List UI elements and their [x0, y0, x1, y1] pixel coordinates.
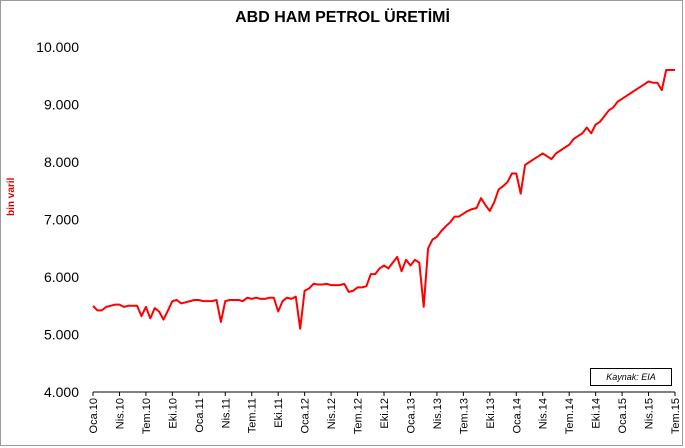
y-tick-label: 7.000: [44, 212, 79, 228]
x-tick-label: Tem.10: [141, 398, 153, 434]
x-tick-label: Nis.13: [432, 398, 444, 429]
x-axis-ticks: Oca.10 Nis.10 Tem.10 Eki.10 Oca.11 Nis.11 Tem.…: [88, 392, 682, 434]
x-tick-label: Eki.13: [485, 398, 497, 429]
x-tick-label: Oca.15: [617, 398, 629, 433]
chart-title: ABD HAM PETROL ÜRETİMİ: [235, 9, 450, 26]
x-tick-label: Nis.12: [326, 398, 338, 429]
y-tick-label: 10.000: [36, 39, 79, 55]
x-tick-label: Oca.14: [511, 398, 523, 433]
y-tick-label: 6.000: [44, 269, 79, 285]
x-tick-label: Oca.10: [88, 398, 100, 433]
x-tick-label: Tem.11: [247, 398, 259, 433]
x-tick-label: Eki.12: [379, 398, 391, 429]
y-tick-label: 8.000: [44, 154, 79, 170]
x-tick-label: Tem.15: [670, 398, 682, 434]
y-tick-label: 4.000: [44, 384, 79, 400]
x-tick-label: Tem.12: [353, 398, 365, 434]
y-tick-label: 5.000: [44, 327, 79, 343]
x-tick-label: Eki.11: [273, 398, 285, 428]
y-tick-label: 9.000: [44, 97, 79, 113]
x-tick-label: Nis.10: [114, 398, 126, 429]
x-tick-label: Nis.14: [538, 398, 550, 429]
x-tick-label: Eki.14: [591, 398, 603, 429]
series-line: [92, 69, 675, 330]
x-tick-label: Oca.13: [405, 398, 417, 433]
y-axis-ticks: 4.000 5.000 6.000 7.000 8.000 9.000 10.000: [36, 39, 79, 400]
x-tick-label: Oca.12: [300, 398, 312, 433]
x-tick-label: Eki.10: [167, 398, 179, 429]
x-tick-label: Tem.13: [458, 398, 470, 434]
x-tick-label: Nis.11: [220, 398, 232, 428]
x-tick-label: Tem.14: [564, 398, 576, 434]
x-tick-label: Oca.11: [194, 398, 206, 433]
x-tick-label: Nis.15: [644, 398, 656, 429]
source-note: Kaynak: EIA: [590, 368, 672, 386]
